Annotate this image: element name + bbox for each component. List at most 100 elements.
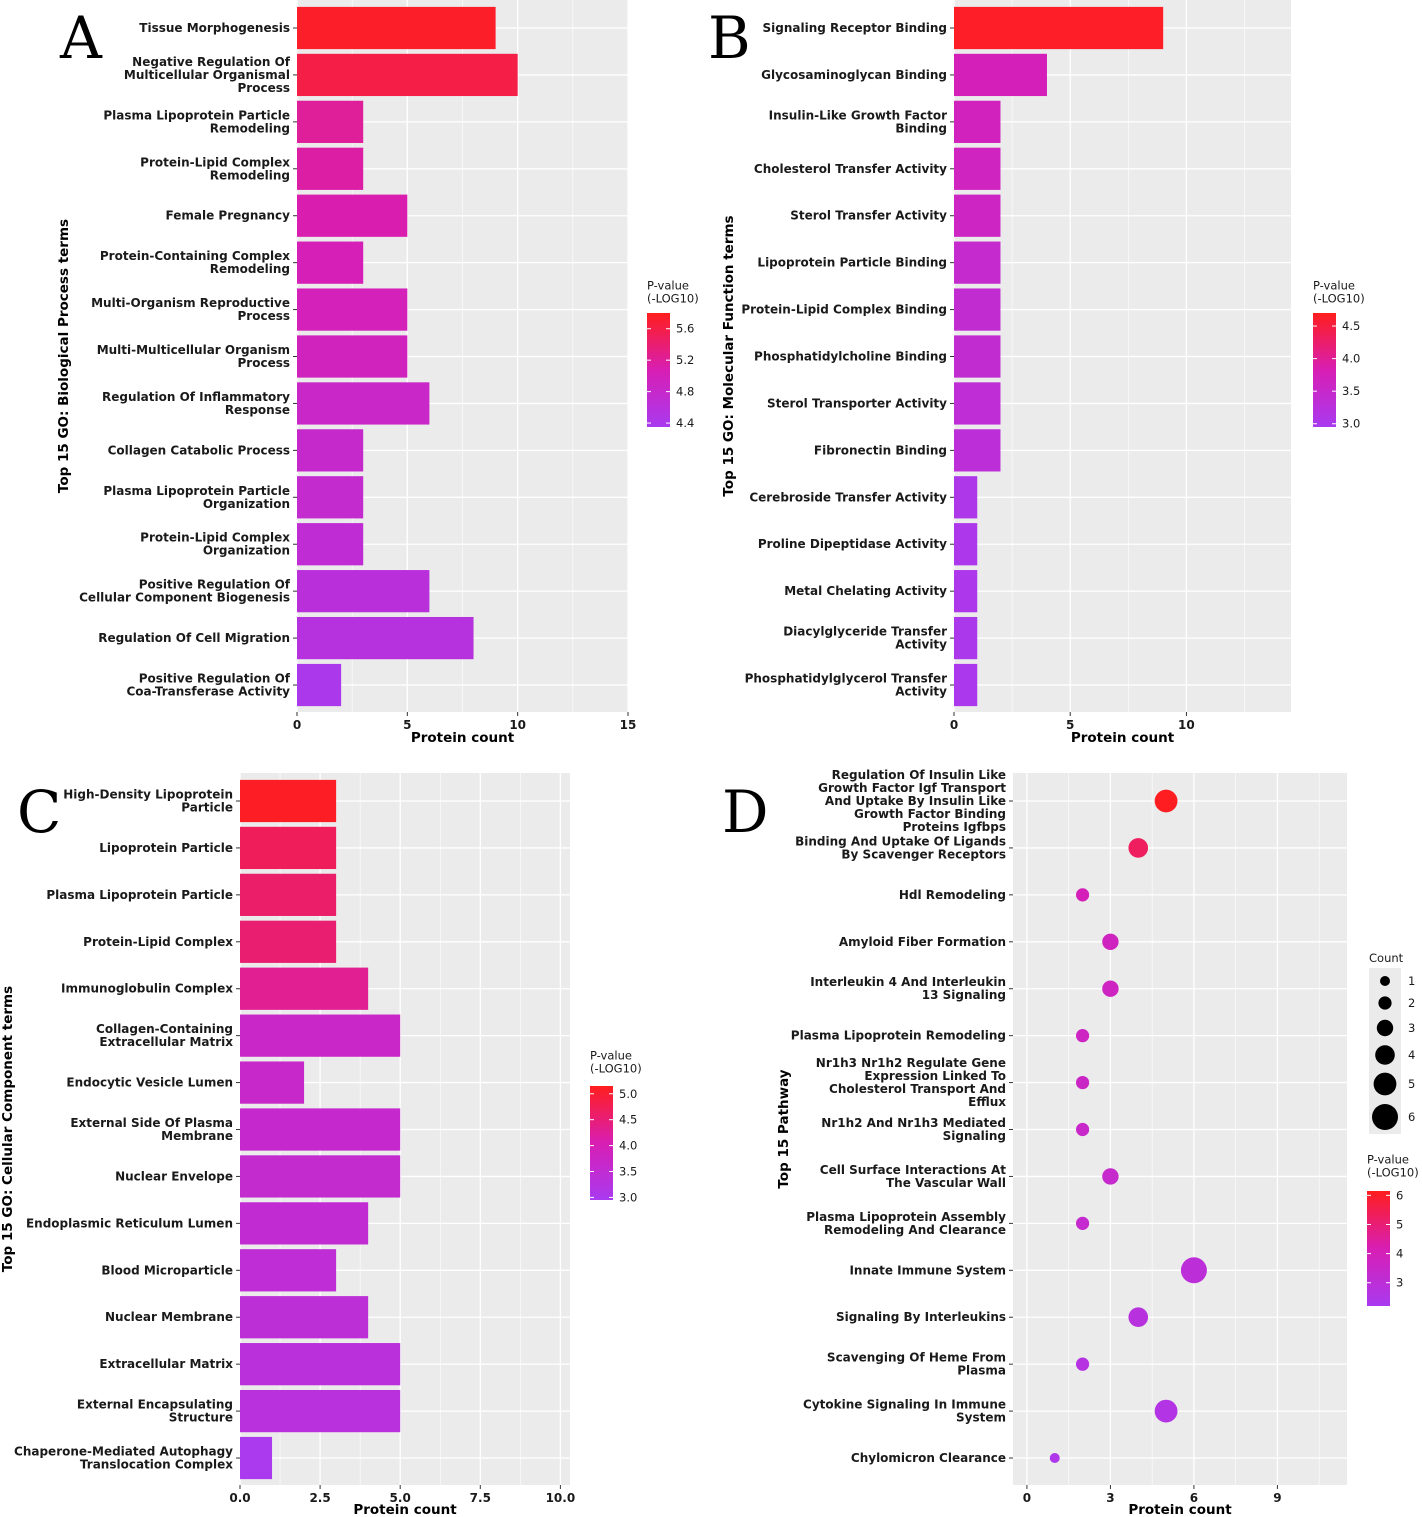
bar [240,1436,273,1480]
category-label: Regulation Of Cell Migration [98,631,290,645]
category-label: Plasma Lipoprotein Particle Organization [103,484,290,511]
category-label: Immunoglobulin Complex [61,982,233,996]
x-tick-label: 0 [293,718,301,732]
x-axis-title: Protein count [1071,730,1175,746]
category-label: Insulin-Like Growth Factor Binding [769,108,947,135]
size-legend-dot [1375,1045,1395,1065]
y-axis-title: Top 15 GO: Cellular Component terms [0,986,16,1272]
panel-letter: C [17,778,61,846]
bar [954,194,1001,237]
bar [240,1061,305,1104]
category-label: Nr1h3 Nr1h2 Regulate Gene Expression Link… [816,1056,1006,1109]
category-label: External Side Of Plasma Membrane [70,1116,233,1143]
category-label: Signaling Receptor Binding [763,21,947,35]
bar [297,523,364,566]
x-tick-label: 0 [1023,1491,1031,1505]
category-label: Lipoprotein Particle Binding [757,256,947,270]
category-label: Positive Regulation Of Coa-Transferase Ac… [126,672,290,699]
category-label: Plasma Lipoprotein Particle Remodeling [103,108,290,135]
bubble [1102,1168,1119,1185]
bubble [1075,1122,1090,1137]
category-label: Cell Surface Interactions At The Vascular… [820,1163,1006,1190]
category-label: Protein-Lipid Complex Remodeling [140,155,290,182]
x-axis-title: Protein count [353,1502,457,1517]
bar [954,570,978,613]
category-label: Female Pregnancy [166,209,291,223]
category-label: Nuclear Envelope [115,1169,233,1183]
bar [954,6,1164,50]
category-label: Binding And Uptake Of Ligands By Scavenge… [795,834,1006,861]
bar [954,53,1047,97]
x-tick-label: 15 [620,718,637,732]
panel-b: Signaling Receptor Binding Glycosaminogly… [708,0,1365,746]
legend-title: P-value (-LOG10) [1313,279,1365,306]
bar [954,100,1001,143]
category-label: Endocytic Vesicle Lumen [66,1076,233,1090]
bar [297,616,474,660]
category-label: Phosphatidylglycerol Transfer Activity [745,672,948,699]
legend-tick-label: 5 [1396,1217,1403,1231]
bubble [1128,838,1149,858]
category-label: Interleukin 4 And Interleukin 13 Signalin… [810,975,1006,1002]
legend-tick-label: 4 [1396,1247,1403,1261]
bar [240,1155,401,1198]
bar [297,147,364,190]
legend-tick-label: 5.2 [676,353,694,367]
x-tick-label: 5 [1066,718,1074,732]
category-label: Positive Regulation Of Cellular Component… [79,578,291,605]
bar [954,241,1001,284]
bar [297,335,408,378]
legend-tick-label: 4.5 [619,1113,637,1127]
category-label: Nr1h2 And Nr1h3 Mediated Signaling [821,1116,1006,1143]
x-axis-title: Protein count [411,730,515,746]
category-label: Multi-Organism Reproductive Process [91,296,290,323]
category-label: Chaperone-Mediated Autophagy Translocatio… [14,1445,233,1472]
category-label: Metal Chelating Activity [784,584,947,598]
category-label: Plasma Lipoprotein Particle [46,888,233,902]
category-label: Nuclear Membrane [105,1310,233,1324]
bar [954,429,1001,472]
bar [240,1389,401,1433]
x-tick-label: 7.5 [470,1491,491,1505]
panel-a: Tissue Morphogenesis Negative Regulation … [56,0,699,746]
bar [954,288,1001,331]
panel-letter: D [722,778,769,846]
size-legend-dot [1373,1072,1397,1096]
size-legend-dot [1376,1019,1394,1037]
legend-tick-label: 6 [1396,1188,1403,1202]
x-tick-label: 10 [509,718,526,732]
bubble [1075,1029,1090,1043]
bubble [1154,789,1178,813]
bar [240,1296,369,1339]
x-tick-label: 6 [1190,1491,1198,1505]
category-label: External Encapsulating Structure [77,1398,233,1425]
legend-title: P-value (-LOG10) [1367,1153,1419,1180]
bar [297,6,496,50]
bar [297,100,364,143]
y-axis-title: Top 15 GO: Molecular Function terms [721,215,737,496]
bar [240,873,337,916]
category-label: Scavenging Of Heme From Plasma [827,1351,1006,1378]
bar [297,194,408,237]
x-axis-title: Protein count [1128,1502,1232,1517]
category-label: Regulation Of Inflammatory Response [102,390,290,417]
legend-tick-label: 3.0 [619,1190,637,1204]
bubble [1075,1216,1090,1230]
bubble [1180,1257,1207,1284]
bar [240,1343,401,1386]
bubble [1154,1399,1178,1423]
bubble [1075,888,1090,902]
size-legend-title: Count [1369,951,1404,965]
legend-title: P-value (-LOG10) [647,279,699,306]
bar [297,429,364,472]
bar [954,382,1001,425]
legend-tick-label: 4.8 [676,385,694,399]
x-tick-label: 5 [403,718,411,732]
x-tick-label: 0.0 [229,1491,250,1505]
legend-tick-label: 3 [1396,1276,1403,1290]
bubble [1075,1075,1090,1090]
bar [240,920,337,963]
bar [240,1202,369,1245]
color-legend-bar [647,313,670,427]
category-label: Tissue Morphogenesis [139,21,290,35]
